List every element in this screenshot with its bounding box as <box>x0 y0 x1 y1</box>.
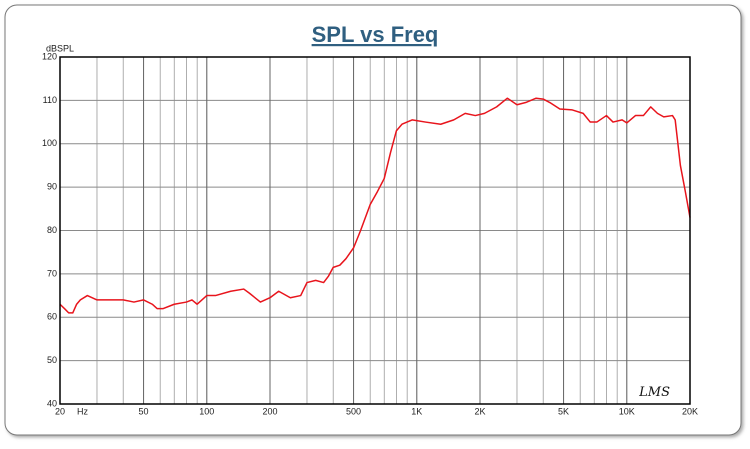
x-axis-label: Hz <box>77 406 88 416</box>
x-tick-label: 100 <box>199 406 214 416</box>
y-tick-label: 110 <box>43 95 57 105</box>
x-tick-label: 50 <box>139 406 149 416</box>
x-tick-label: 2K <box>474 406 485 416</box>
logo: LMS <box>638 385 670 400</box>
y-tick-label: 80 <box>47 225 57 235</box>
plot-border <box>59 56 691 405</box>
spl-line <box>59 97 691 314</box>
y-tick-label: 60 <box>47 312 57 322</box>
x-tick-label: 10K <box>619 406 635 416</box>
x-tick-label: 5K <box>558 406 569 416</box>
y-tick-label: 70 <box>47 268 57 278</box>
plot <box>59 97 691 314</box>
x-tick-label: 1K <box>411 406 422 416</box>
y-tick-label: 50 <box>47 355 57 365</box>
chart-title: SPL vs Freq <box>312 22 439 47</box>
x-tick-label: 200 <box>262 406 277 416</box>
x-tick-label: 20K <box>682 406 698 416</box>
y-tick-label: 40 <box>47 398 57 408</box>
y-axis-label: dBSPL <box>46 43 74 53</box>
y-tick-label: 90 <box>47 182 57 192</box>
frame <box>4 4 742 436</box>
grid <box>59 56 691 405</box>
x-tick-label: 20 <box>55 406 65 416</box>
y-tick-label: 120 <box>42 51 57 61</box>
x-tick-label: 500 <box>346 406 361 416</box>
y-tick-label: 100 <box>42 138 57 148</box>
